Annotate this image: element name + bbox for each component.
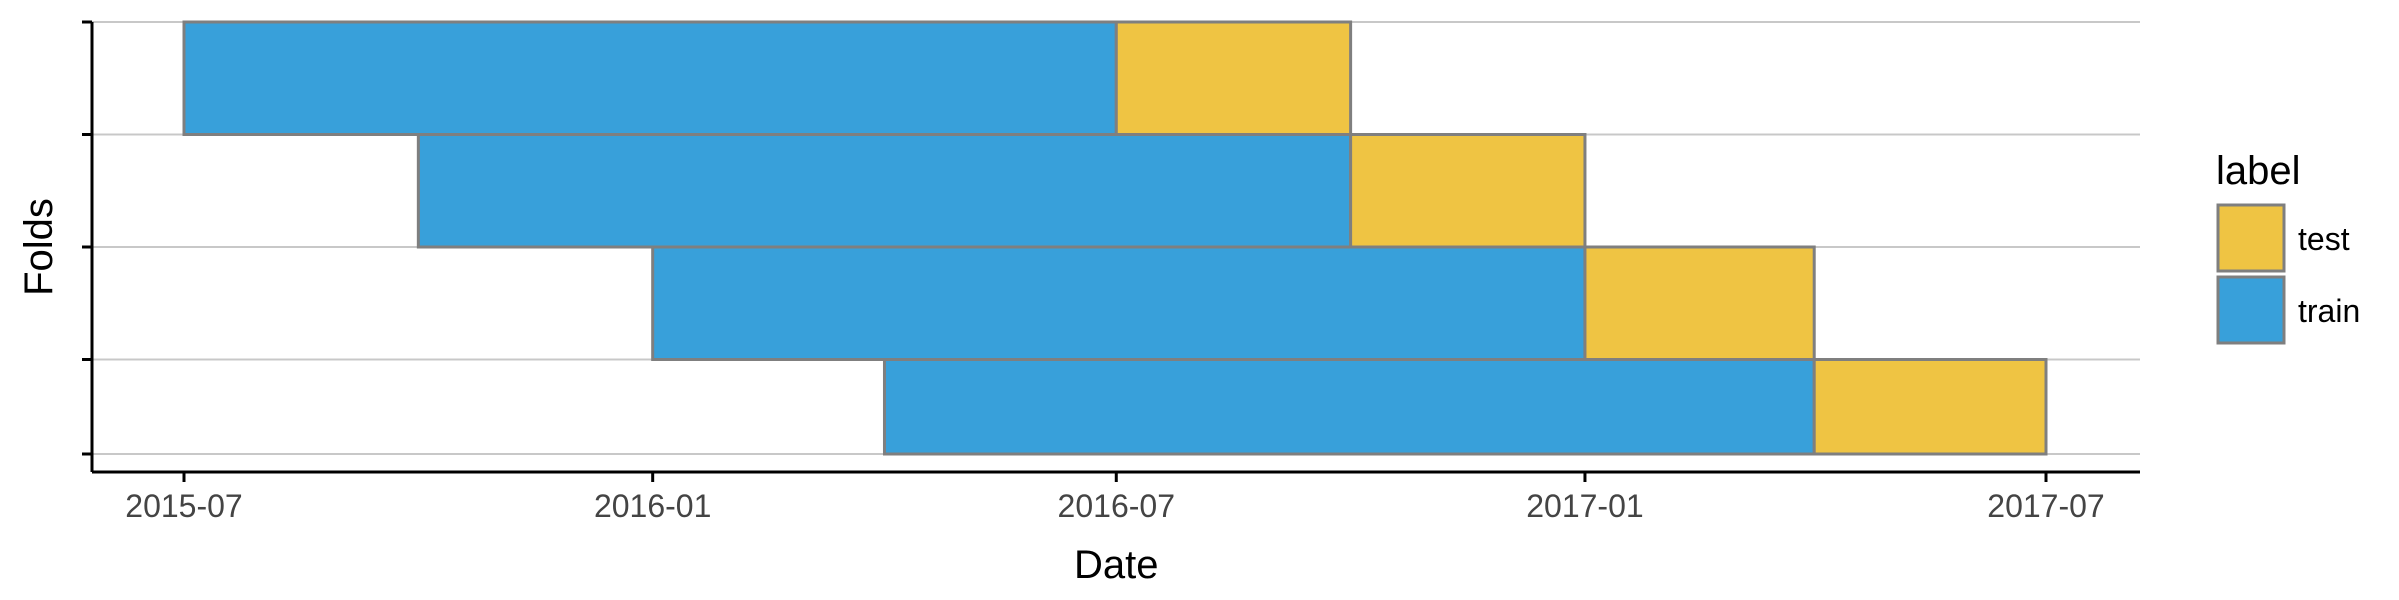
fold-4-test-bar <box>1114 20 1353 136</box>
fold-4-train-bar <box>182 20 1118 136</box>
fold-2-test-bar <box>1583 245 1816 361</box>
legend-key-train <box>2216 275 2286 345</box>
fold-1-test-bar <box>1812 358 2048 456</box>
x-tick-label: 2017-07 <box>1987 488 2104 524</box>
fold-bars <box>182 20 2048 456</box>
fold-1-train-bar <box>882 358 1816 456</box>
legend-label-test: test <box>2298 221 2350 257</box>
x-axis-ticks: 2015-07 2016-01 2016-07 2017-01 2017-07 <box>125 472 2105 524</box>
y-axis-title: Folds <box>17 198 61 296</box>
x-axis-title: Date <box>1074 543 1159 587</box>
x-tick-label: 2017-01 <box>1526 488 1643 524</box>
legend-label-train: train <box>2298 293 2360 329</box>
fold-3-test-bar <box>1349 133 1587 249</box>
y-axis-ticks <box>82 20 92 456</box>
legend: label test train <box>2216 149 2360 345</box>
legend-key-test <box>2216 203 2286 273</box>
x-tick-label: 2015-07 <box>125 488 242 524</box>
x-tick-label: 2016-01 <box>594 488 711 524</box>
fold-3-train-bar <box>416 133 1353 249</box>
x-tick-label: 2016-07 <box>1058 488 1175 524</box>
fold-2-train-bar <box>651 245 1587 361</box>
legend-title: label <box>2216 149 2301 193</box>
